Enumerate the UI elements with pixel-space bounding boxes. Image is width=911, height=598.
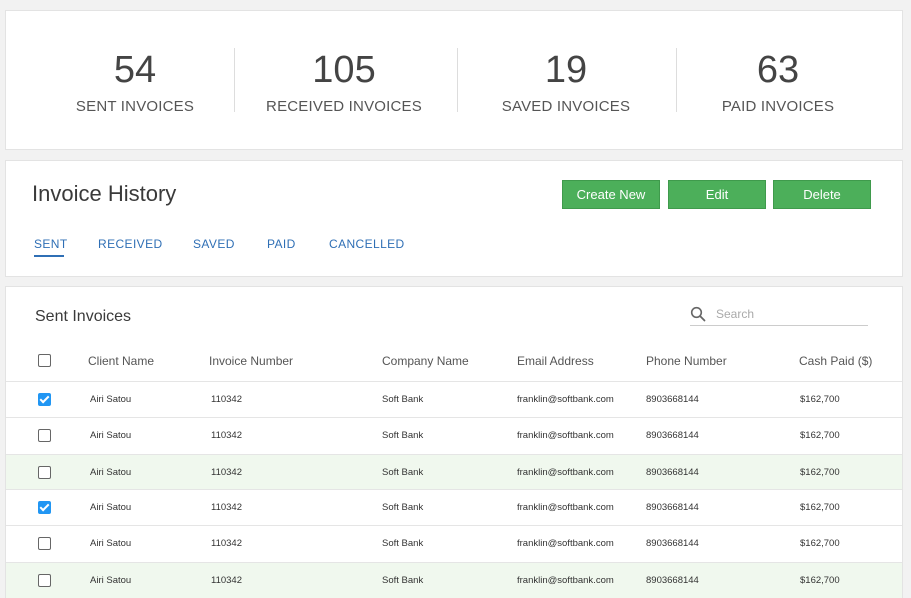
row-checkbox[interactable] bbox=[38, 466, 51, 479]
cell-invoice: 110342 bbox=[211, 538, 242, 549]
cell-email: franklin@softbank.com bbox=[517, 430, 614, 441]
cell-cash: $162,700 bbox=[800, 538, 840, 549]
row-checkbox[interactable] bbox=[38, 537, 51, 550]
stat-value: 19 bbox=[544, 49, 588, 91]
table-row[interactable]: Airi Satou 110342 Soft Bank franklin@softba… bbox=[6, 454, 902, 490]
cell-cash: $162,700 bbox=[800, 575, 840, 586]
row-checkbox[interactable] bbox=[38, 501, 51, 514]
cell-phone: 8903668144 bbox=[646, 394, 699, 405]
cell-cash: $162,700 bbox=[800, 430, 840, 441]
cell-cash: $162,700 bbox=[800, 394, 840, 405]
cell-company: Soft Bank bbox=[382, 394, 424, 405]
search-box bbox=[690, 304, 868, 326]
cell-phone: 8903668144 bbox=[646, 467, 699, 478]
cell-phone: 8903668144 bbox=[646, 538, 699, 549]
invoice-history-panel: Invoice History Create New Edit Delete S… bbox=[5, 160, 903, 277]
stat-sent: 54 SENT INVOICES bbox=[36, 11, 234, 151]
cell-company: Soft Bank bbox=[382, 538, 424, 549]
cell-invoice: 110342 bbox=[211, 502, 242, 513]
cell-invoice: 110342 bbox=[211, 394, 242, 405]
tab-saved[interactable]: SAVED bbox=[193, 237, 235, 251]
row-checkbox[interactable] bbox=[38, 393, 51, 406]
cell-company: Soft Bank bbox=[382, 467, 424, 478]
cell-phone: 8903668144 bbox=[646, 502, 699, 513]
stat-label: SENT INVOICES bbox=[75, 98, 195, 115]
cell-email: franklin@softbank.com bbox=[517, 502, 614, 513]
stat-value: 54 bbox=[113, 49, 157, 91]
stat-label: PAID INVOICES bbox=[721, 98, 835, 115]
divider bbox=[457, 48, 458, 112]
column-header-invoice: Invoice Number bbox=[209, 354, 294, 368]
cell-client: Airi Satou bbox=[90, 502, 132, 513]
cell-phone: 8903668144 bbox=[646, 430, 699, 441]
cell-invoice: 110342 bbox=[211, 575, 242, 586]
divider bbox=[676, 48, 677, 112]
table-row[interactable]: Airi Satou 110342 Soft Bank franklin@softba… bbox=[6, 525, 902, 561]
create-new-button[interactable]: Create New bbox=[562, 180, 660, 209]
column-header-email: Email Address bbox=[517, 354, 594, 368]
cell-company: Soft Bank bbox=[382, 430, 424, 441]
stat-saved: 19 SAVED INVOICES bbox=[466, 11, 666, 151]
cell-phone: 8903668144 bbox=[646, 575, 699, 586]
stat-label: RECEIVED INVOICES bbox=[266, 98, 422, 115]
row-checkbox[interactable] bbox=[38, 574, 51, 587]
table-row[interactable]: Airi Satou 110342 Soft Bank franklin@softba… bbox=[6, 489, 902, 525]
table-row[interactable]: Airi Satou 110342 Soft Bank franklin@softba… bbox=[6, 417, 902, 453]
delete-button[interactable]: Delete bbox=[773, 180, 871, 209]
table-row[interactable]: Airi Satou 110342 Soft Bank franklin@softba… bbox=[6, 562, 902, 598]
select-all-checkbox[interactable] bbox=[38, 354, 51, 367]
column-header-client: Client Name bbox=[88, 354, 155, 368]
stat-label: SAVED INVOICES bbox=[501, 98, 631, 115]
active-tab-indicator bbox=[34, 255, 64, 257]
row-checkbox[interactable] bbox=[38, 429, 51, 442]
tab-cancelled[interactable]: CANCELLED bbox=[329, 237, 405, 251]
table-row[interactable]: Airi Satou 110342 Soft Bank franklin@softba… bbox=[6, 381, 902, 417]
search-icon[interactable] bbox=[690, 306, 706, 322]
tab-received[interactable]: RECEIVED bbox=[98, 237, 163, 251]
column-header-company: Company Name bbox=[382, 354, 469, 368]
divider bbox=[234, 48, 235, 112]
cell-email: franklin@softbank.com bbox=[517, 467, 614, 478]
stats-panel: 54 SENT INVOICES 105 RECEIVED INVOICES 1… bbox=[5, 10, 903, 150]
stat-paid: 63 PAID INVOICES bbox=[678, 11, 878, 151]
cell-company: Soft Bank bbox=[382, 502, 424, 513]
cell-client: Airi Satou bbox=[90, 575, 132, 586]
stat-received: 105 RECEIVED INVOICES bbox=[243, 11, 445, 151]
tab-paid[interactable]: PAID bbox=[267, 237, 296, 251]
stat-value: 105 bbox=[312, 49, 376, 91]
cell-cash: $162,700 bbox=[800, 502, 840, 513]
cell-email: franklin@softbank.com bbox=[517, 394, 614, 405]
section-title: Sent Invoices bbox=[35, 308, 132, 325]
cell-client: Airi Satou bbox=[90, 538, 132, 549]
cell-email: franklin@softbank.com bbox=[517, 575, 614, 586]
edit-button[interactable]: Edit bbox=[668, 180, 766, 209]
stat-value: 63 bbox=[756, 49, 800, 91]
cell-email: franklin@softbank.com bbox=[517, 538, 614, 549]
search-input[interactable] bbox=[716, 304, 866, 324]
cell-invoice: 110342 bbox=[211, 430, 242, 441]
cell-client: Airi Satou bbox=[90, 394, 132, 405]
column-header-phone: Phone Number bbox=[646, 354, 727, 368]
cell-cash: $162,700 bbox=[800, 467, 840, 478]
cell-company: Soft Bank bbox=[382, 575, 424, 586]
cell-invoice: 110342 bbox=[211, 467, 242, 478]
column-header-cash: Cash Paid ($) bbox=[799, 354, 873, 368]
page-title: Invoice History bbox=[32, 181, 177, 206]
sent-invoices-panel: Sent Invoices Client Name Invoice Number… bbox=[5, 286, 903, 598]
cell-client: Airi Satou bbox=[90, 430, 132, 441]
tab-sent[interactable]: SENT bbox=[34, 237, 68, 251]
cell-client: Airi Satou bbox=[90, 467, 132, 478]
